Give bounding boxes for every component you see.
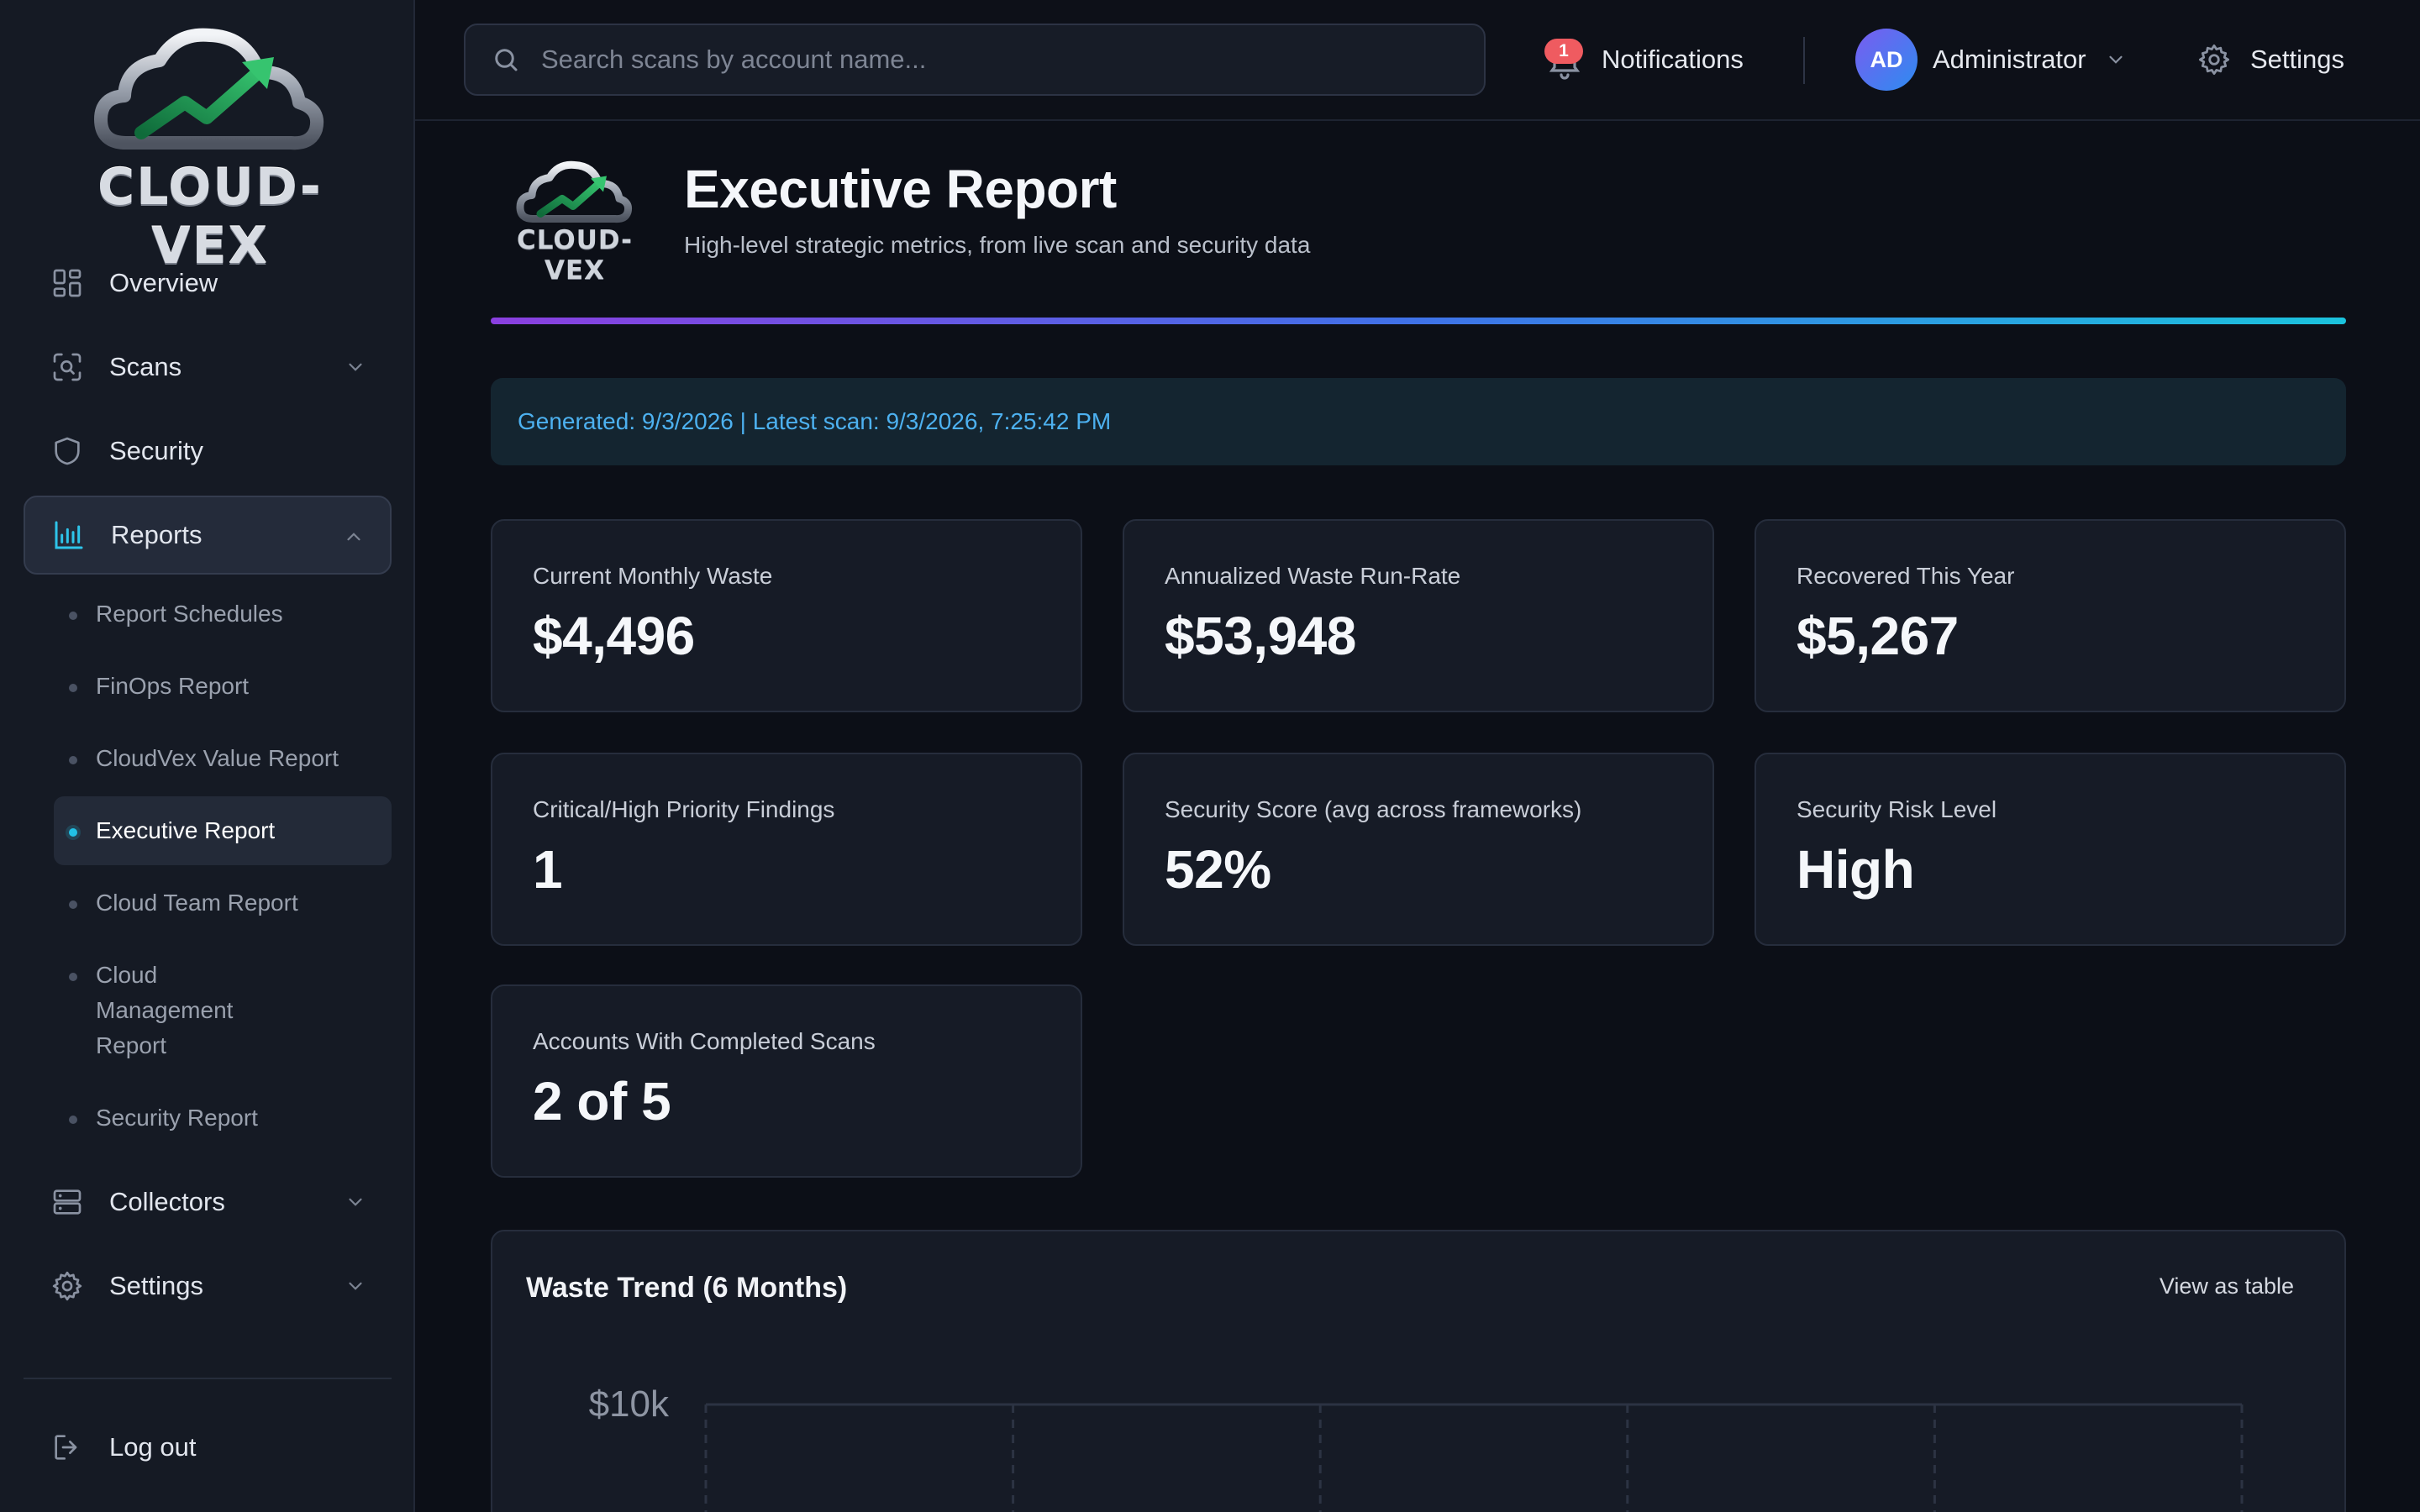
sidebar-item-label: Settings (109, 1271, 204, 1300)
report-logo-wordmark: CLOUD-VEX (516, 225, 634, 286)
cloud-logo-icon (516, 160, 632, 223)
metric-label: Critical/High Priority Findings (533, 796, 835, 822)
settings-button[interactable]: Settings (2196, 37, 2344, 82)
sidebar-subitem-security-report[interactable]: Security Report (54, 1084, 392, 1152)
page-title: Executive Report (684, 159, 1117, 219)
sidebar-item-label: Security (109, 436, 203, 465)
sidebar-item-reports[interactable]: Reports (24, 496, 392, 575)
bullet-dot (69, 973, 77, 981)
chevron-down-icon[interactable] (345, 1191, 366, 1213)
chart-title: Waste Trend (6 Months) (526, 1272, 848, 1304)
search-box[interactable] (464, 24, 1486, 96)
sidebar-item-overview[interactable]: Overview (24, 244, 392, 323)
shield-icon (50, 434, 84, 468)
logout-button[interactable]: Log out (24, 1408, 392, 1487)
scan-icon (50, 350, 84, 384)
top-bar: 1 Notifications AD Administrator Setting… (415, 0, 2420, 121)
view-as-table-link[interactable]: View as table (2159, 1273, 2294, 1299)
settings-label: Settings (2250, 45, 2345, 74)
sidebar-subitem-cloud-team-report[interactable]: Cloud Team Report (54, 869, 392, 937)
user-name: Administrator (1933, 45, 2086, 74)
brand-wordmark: CLOUD-VEX (97, 158, 323, 276)
metric-label: Recovered This Year (1797, 563, 2015, 589)
report-logo: CLOUD-VEX (491, 160, 659, 286)
chevron-up-icon[interactable] (343, 526, 365, 548)
bullet-dot (69, 1116, 77, 1124)
sidebar-item-label: Scans (109, 352, 182, 381)
metric-card-security-score: Security Score (avg across frameworks) 5… (1123, 753, 1714, 946)
sidebar-item-collectors[interactable]: Collectors (24, 1163, 392, 1242)
metric-value: $4,496 (533, 606, 695, 666)
metric-label: Annualized Waste Run-Rate (1165, 563, 1461, 589)
metric-value: High (1797, 839, 1915, 900)
bullet-dot (69, 684, 77, 692)
sidebar-nav: Overview Scans Security Reports Report S… (24, 244, 392, 1331)
sidebar-subitem-cloudvex-value-report[interactable]: CloudVex Value Report (54, 724, 392, 793)
reports-submenu: Report Schedules FinOps Report CloudVex … (54, 580, 392, 1152)
metric-card-completed-scans: Accounts With Completed Scans 2 of 5 (491, 984, 1082, 1178)
sidebar-item-settings[interactable]: Settings (24, 1247, 392, 1326)
bullet-dot (69, 756, 77, 764)
waste-trend-chart-panel: Waste Trend (6 Months) View as table $10… (491, 1230, 2346, 1512)
avatar: AD (1855, 29, 1918, 91)
chart-grid (704, 1403, 2244, 1512)
logout-label: Log out (109, 1432, 197, 1462)
metric-value: 52% (1165, 839, 1271, 900)
sidebar-divider (24, 1378, 392, 1379)
sidebar-item-label: Collectors (109, 1187, 225, 1216)
server-icon (50, 1185, 84, 1219)
bullet-dot (69, 612, 77, 620)
metric-label: Security Score (avg across frameworks) (1165, 796, 1582, 822)
bar-chart-icon (52, 518, 86, 552)
sidebar-item-security[interactable]: Security (24, 412, 392, 491)
topbar-divider (1803, 37, 1805, 84)
chevron-down-icon (2109, 55, 2123, 64)
notifications-label: Notifications (1602, 45, 1744, 74)
metric-value: $5,267 (1797, 606, 1959, 666)
page-header: CLOUD-VEX Executive Report High-level st… (491, 121, 2346, 324)
generated-info-banner: Generated: 9/3/2026 | Latest scan: 9/3/2… (491, 378, 2346, 465)
sidebar-subitem-report-schedules[interactable]: Report Schedules (54, 580, 392, 648)
gear-icon (50, 1269, 84, 1303)
bullet-dot (69, 900, 77, 909)
metric-card-critical-findings: Critical/High Priority Findings 1 (491, 753, 1082, 946)
sidebar-subitem-cloud-management-report[interactable]: Cloud Management Report (54, 941, 306, 1080)
metric-value: $53,948 (1165, 606, 1356, 666)
brand-logo[interactable]: CLOUD-VEX (42, 25, 378, 276)
generated-info-text: Generated: 9/3/2026 | Latest scan: 9/3/2… (518, 408, 1112, 434)
bell-icon: 1 (1544, 39, 1585, 81)
gear-icon (2198, 44, 2230, 76)
accent-gradient-bar (491, 318, 2346, 324)
search-input[interactable] (541, 45, 1484, 75)
metric-card-recovered: Recovered This Year $5,267 (1754, 519, 2346, 712)
metric-label: Security Risk Level (1797, 796, 1997, 822)
logout-icon (50, 1431, 84, 1464)
metric-value: 1 (533, 839, 563, 900)
metric-card-annualized-waste: Annualized Waste Run-Rate $53,948 (1123, 519, 1714, 712)
sidebar-item-scans[interactable]: Scans (24, 328, 392, 407)
sidebar-subitem-executive-report[interactable]: Executive Report (54, 796, 392, 865)
user-menu[interactable]: AD Administrator (1855, 29, 2127, 91)
chevron-down-icon[interactable] (345, 356, 366, 378)
metric-card-monthly-waste: Current Monthly Waste $4,496 (491, 519, 1082, 712)
grid-icon (50, 266, 84, 300)
metric-card-risk-level: Security Risk Level High (1754, 753, 2346, 946)
notifications-button[interactable]: 1 Notifications (1544, 34, 1744, 86)
chevron-down-icon[interactable] (345, 1275, 366, 1297)
page-subtitle: High-level strategic metrics, from live … (684, 232, 1311, 258)
active-dot (69, 828, 77, 837)
metric-label: Current Monthly Waste (533, 563, 773, 589)
main-content: CLOUD-VEX Executive Report High-level st… (491, 121, 2346, 1512)
sidebar-item-label: Overview (109, 268, 218, 297)
sidebar-subitem-finops-report[interactable]: FinOps Report (54, 652, 392, 721)
metric-label: Accounts With Completed Scans (533, 1028, 876, 1054)
cloud-logo-icon (94, 28, 324, 150)
waste-trend-chart: $10k (589, 1383, 2244, 1512)
metric-value: 2 of 5 (533, 1071, 671, 1131)
notification-count-badge: 1 (1544, 39, 1583, 64)
sidebar-item-label: Reports (111, 520, 203, 549)
y-tick-label: $10k (589, 1383, 670, 1425)
sidebar: CLOUD-VEX Overview Scans Security (0, 0, 415, 1512)
search-icon (495, 49, 518, 71)
